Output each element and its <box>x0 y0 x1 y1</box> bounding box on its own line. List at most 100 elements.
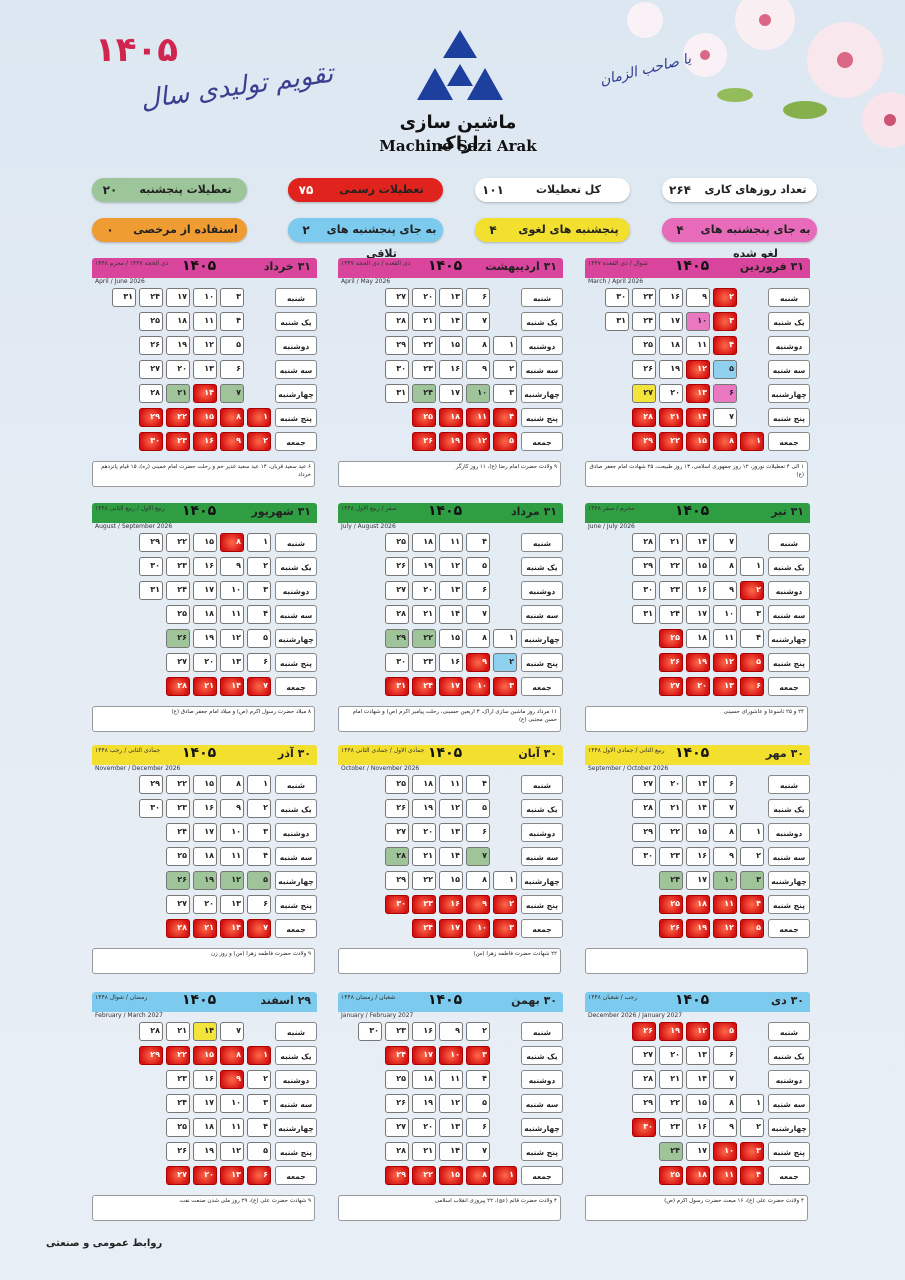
day-cell[interactable]: ۲۹ <box>385 629 409 648</box>
day-cell[interactable]: ۵ <box>220 336 244 355</box>
day-cell[interactable]: ۲۵ <box>385 1070 409 1089</box>
day-cell[interactable]: ۲۵ <box>385 533 409 552</box>
day-cell[interactable]: ۲۶ <box>659 919 683 938</box>
day-cell[interactable]: ۱ <box>247 533 271 552</box>
day-cell[interactable]: ۶ <box>220 360 244 379</box>
day-cell[interactable]: ۵ <box>713 1022 737 1041</box>
day-cell[interactable]: ۳۰ <box>139 557 163 576</box>
day-cell[interactable]: ۱۱ <box>220 1118 244 1137</box>
day-cell[interactable]: ۲۲ <box>659 557 683 576</box>
day-cell[interactable]: ۲۱ <box>659 408 683 427</box>
day-cell[interactable]: ۶ <box>247 1166 271 1185</box>
day-cell[interactable]: ۲۹ <box>385 871 409 890</box>
day-cell[interactable]: ۱۵ <box>193 775 217 794</box>
day-cell[interactable]: ۶ <box>713 384 737 403</box>
day-cell[interactable]: ۱ <box>247 408 271 427</box>
day-cell[interactable]: ۶ <box>247 653 271 672</box>
day-cell[interactable]: ۲۸ <box>139 1022 163 1041</box>
day-cell[interactable]: ۱۸ <box>166 312 190 331</box>
day-cell[interactable]: ۱۸ <box>412 1070 436 1089</box>
day-cell[interactable]: ۷ <box>220 384 244 403</box>
day-cell[interactable]: ۷ <box>713 799 737 818</box>
day-cell[interactable]: ۱۷ <box>439 919 463 938</box>
day-cell[interactable]: ۲۳ <box>166 1070 190 1089</box>
day-cell[interactable]: ۳۰ <box>358 1022 382 1041</box>
day-cell[interactable]: ۲۲ <box>412 629 436 648</box>
day-cell[interactable]: ۲۸ <box>632 408 656 427</box>
day-cell[interactable]: ۱۸ <box>686 895 710 914</box>
day-cell[interactable]: ۲۵ <box>412 408 436 427</box>
day-cell[interactable]: ۲۴ <box>139 288 163 307</box>
day-cell[interactable]: ۲۱ <box>412 605 436 624</box>
day-cell[interactable]: ۲ <box>493 360 517 379</box>
day-cell[interactable]: ۲۹ <box>632 432 656 451</box>
day-cell[interactable]: ۹ <box>713 581 737 600</box>
day-cell[interactable]: ۲۸ <box>139 384 163 403</box>
day-cell[interactable]: ۲۷ <box>632 1046 656 1065</box>
day-cell[interactable]: ۳۰ <box>605 288 629 307</box>
day-cell[interactable]: ۲۱ <box>659 799 683 818</box>
day-cell[interactable]: ۷ <box>466 605 490 624</box>
day-cell[interactable]: ۱۷ <box>166 288 190 307</box>
day-cell[interactable]: ۵ <box>740 653 764 672</box>
day-cell[interactable]: ۲۰ <box>686 677 710 696</box>
day-cell[interactable]: ۹ <box>466 653 490 672</box>
day-cell[interactable]: ۱۹ <box>659 360 683 379</box>
day-cell[interactable]: ۲۵ <box>659 629 683 648</box>
day-cell[interactable]: ۲۱ <box>412 312 436 331</box>
day-cell[interactable]: ۳ <box>740 1142 764 1161</box>
day-cell[interactable]: ۹ <box>713 847 737 866</box>
day-cell[interactable]: ۱۷ <box>193 1094 217 1113</box>
day-cell[interactable]: ۲۶ <box>385 1094 409 1113</box>
day-cell[interactable]: ۲۴ <box>166 581 190 600</box>
day-cell[interactable]: ۵ <box>493 432 517 451</box>
day-cell[interactable]: ۲۷ <box>632 384 656 403</box>
day-cell[interactable]: ۳۰ <box>632 581 656 600</box>
day-cell[interactable]: ۲۱ <box>166 384 190 403</box>
day-cell[interactable]: ۲۶ <box>632 360 656 379</box>
day-cell[interactable]: ۱۹ <box>686 919 710 938</box>
day-cell[interactable]: ۲۴ <box>659 1142 683 1161</box>
day-cell[interactable]: ۸ <box>713 557 737 576</box>
day-cell[interactable]: ۲۳ <box>659 581 683 600</box>
day-cell[interactable]: ۴ <box>466 533 490 552</box>
day-cell[interactable]: ۱۳ <box>439 823 463 842</box>
day-cell[interactable]: ۲۶ <box>385 799 409 818</box>
day-cell[interactable]: ۱۵ <box>439 871 463 890</box>
day-cell[interactable]: ۱۴ <box>193 1022 217 1041</box>
day-cell[interactable]: ۱۲ <box>439 1094 463 1113</box>
day-cell[interactable]: ۲۹ <box>139 1046 163 1065</box>
day-cell[interactable]: ۲۴ <box>659 871 683 890</box>
day-cell[interactable]: ۴ <box>466 775 490 794</box>
day-cell[interactable]: ۱۲ <box>466 432 490 451</box>
day-cell[interactable]: ۹ <box>220 432 244 451</box>
day-cell[interactable]: ۱ <box>493 871 517 890</box>
day-cell[interactable]: ۱۲ <box>686 360 710 379</box>
day-cell[interactable]: ۹ <box>466 895 490 914</box>
day-cell[interactable]: ۱ <box>493 1166 517 1185</box>
day-cell[interactable]: ۲۰ <box>659 1046 683 1065</box>
day-cell[interactable]: ۱۶ <box>686 581 710 600</box>
day-cell[interactable]: ۸ <box>466 1166 490 1185</box>
day-cell[interactable]: ۱۴ <box>686 799 710 818</box>
day-cell[interactable]: ۱۰ <box>220 823 244 842</box>
day-cell[interactable]: ۱۲ <box>193 336 217 355</box>
day-cell[interactable]: ۱۴ <box>439 605 463 624</box>
day-cell[interactable]: ۲۱ <box>659 533 683 552</box>
day-cell[interactable]: ۲۰ <box>412 581 436 600</box>
day-cell[interactable]: ۱۳ <box>713 677 737 696</box>
day-cell[interactable]: ۱۲ <box>686 1022 710 1041</box>
day-cell[interactable]: ۱۰ <box>220 581 244 600</box>
day-cell[interactable]: ۱۵ <box>193 533 217 552</box>
day-cell[interactable]: ۳۰ <box>632 847 656 866</box>
day-cell[interactable]: ۱۲ <box>713 919 737 938</box>
day-cell[interactable]: ۳ <box>466 1046 490 1065</box>
day-cell[interactable]: ۲۱ <box>166 1022 190 1041</box>
day-cell[interactable]: ۱۵ <box>439 1166 463 1185</box>
day-cell[interactable]: ۱۱ <box>686 336 710 355</box>
day-cell[interactable]: ۱۷ <box>686 871 710 890</box>
day-cell[interactable]: ۲۵ <box>139 312 163 331</box>
day-cell[interactable]: ۲۶ <box>166 629 190 648</box>
day-cell[interactable]: ۱۶ <box>439 360 463 379</box>
day-cell[interactable]: ۱۵ <box>686 823 710 842</box>
